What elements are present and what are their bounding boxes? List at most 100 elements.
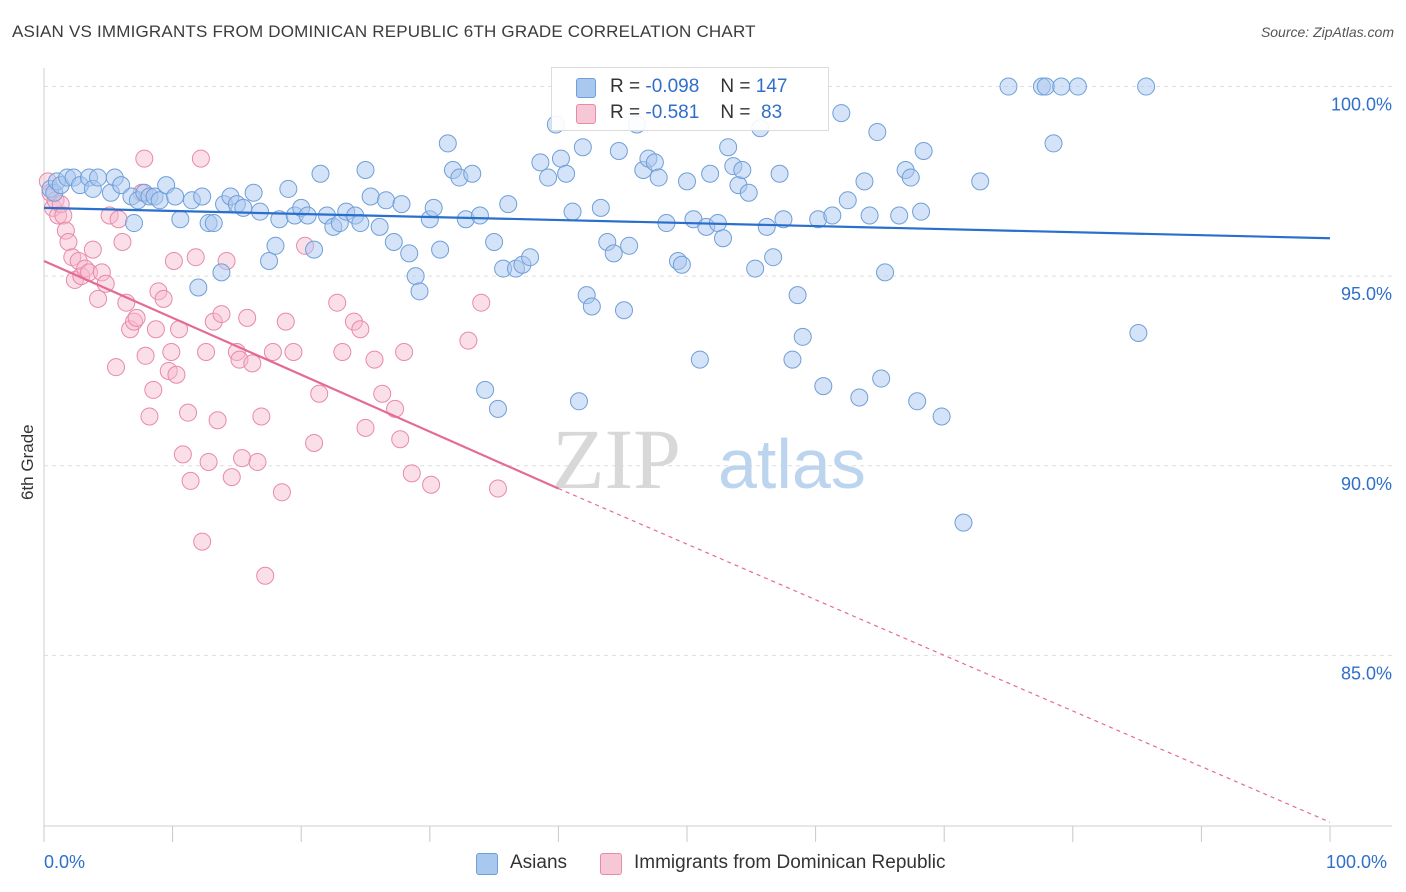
asian-point [719,138,738,157]
asian-point [757,217,776,236]
asian-point [356,160,375,179]
dominican-point [154,289,173,308]
dominican-point [488,479,507,498]
asian-point [774,210,793,229]
asian-point [999,77,1018,96]
dominican-point [107,358,126,377]
x-tick-label-max: 100.0% [1326,852,1388,872]
y-axis-label: 6th Grade [18,424,37,500]
legend-swatch-dominican [576,104,596,124]
asian-point [832,104,851,123]
asian-point [406,267,425,286]
dominican-point [276,312,295,331]
asian-point [701,164,720,183]
dominican-point [164,251,183,270]
asian-point [431,240,450,259]
dominican-point [135,149,154,168]
asian-point [1052,77,1071,96]
dominican-point [186,248,205,267]
asian-point [251,202,270,221]
dominican-point [197,342,216,361]
asian-point [746,259,765,278]
asian-point [860,206,879,225]
asian-point [166,187,185,206]
asian-point [193,187,212,206]
x-tick-label-min: 0.0% [44,852,86,872]
asian-point [476,380,495,399]
asian-point [563,202,582,221]
watermark: ZIP atlas [552,411,866,507]
dominican-point [89,289,108,308]
asian-point [539,168,558,187]
asian-point [351,214,370,233]
asian-point [582,297,601,316]
dominican-point [238,308,257,327]
asian-point [150,191,169,210]
dominican-point [284,342,303,361]
dominican-point [233,449,252,468]
dominican-point [351,320,370,339]
dominican-point [191,149,210,168]
dominican-point [459,331,478,350]
correlation-legend: R = -0.098 N = 147 R = -0.581 N = 83 [551,67,829,131]
asian-point [573,138,592,157]
r-value-asian: -0.098 [645,76,700,97]
asian-point [384,233,403,252]
dominican-point [333,342,352,361]
asian-point [279,179,298,198]
asian-point [531,153,550,172]
dominican-point [472,293,491,312]
asian-point [244,183,263,202]
bottom-legend-label-asian: Asians [510,852,568,873]
asian-point [908,392,927,411]
bottom-legend-swatch-dominican [600,853,622,875]
dominican-point [167,365,186,384]
asian-point [89,168,108,187]
asian-point [788,286,807,305]
asian-point [739,183,758,202]
n-value-dominican: 83 [755,102,783,123]
asian-point [370,217,389,236]
dominican-point [144,380,163,399]
dominican-point [310,384,329,403]
asian-point [266,236,285,255]
asian-point [912,202,931,221]
dominican-point [256,566,275,585]
asian-point [770,164,789,183]
dominican-point [328,293,347,312]
dominican-point [243,354,262,373]
asian-point [714,229,733,248]
asian-point [868,123,887,142]
dominican-point [248,452,267,471]
dominican-point [212,305,231,324]
dominican-point [162,342,181,361]
y-tick-label: 85.0% [1341,663,1392,683]
asian-point [1137,77,1156,96]
r-value-dominican: -0.581 [645,102,700,123]
asian-point [521,248,540,267]
dominican-point [56,221,75,240]
asian-point [112,176,131,195]
dominican-point [193,532,212,551]
dominican-point [204,312,223,331]
asian-point [876,263,895,282]
dominican-point [199,452,218,471]
asian-point [1044,134,1063,153]
asian-point [678,172,696,191]
asian-point [392,195,411,214]
dominican-point [395,342,414,361]
dominican-point [146,320,165,339]
asian-point [189,278,208,297]
asian-point [604,244,623,263]
asian-point [783,350,802,369]
asian-point [838,191,857,210]
asian-point [171,210,190,229]
bottom-legend-label-dominican: Immigrants from Dominican Republic [634,852,946,873]
dominican-trend-line [43,259,559,490]
dominican-point [208,411,227,430]
y-tick-label: 90.0% [1341,474,1392,494]
dominican-point [356,418,375,437]
dominican-point [344,312,363,331]
asian-point [463,164,482,183]
